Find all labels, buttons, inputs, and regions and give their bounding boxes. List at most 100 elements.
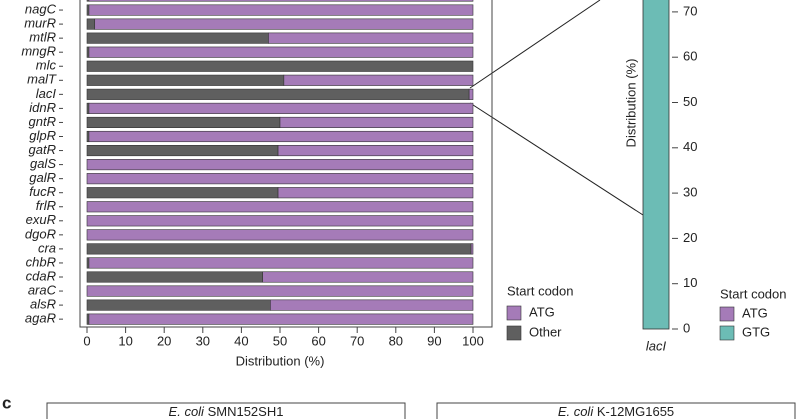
y-tick-label: mngR [21, 44, 56, 59]
bar-segment [86, 285, 474, 297]
y-tick-label: idnR [29, 100, 56, 115]
bar-segment [94, 18, 474, 30]
x-tick-label: 40 [234, 333, 248, 348]
bar-segment [86, 201, 474, 213]
bar-segment [86, 88, 470, 100]
legend-swatch [506, 305, 522, 321]
bar-segment [86, 187, 279, 199]
y-tick-label: 40 [683, 139, 697, 154]
x-tick-label: 100 [462, 333, 484, 348]
x-tick-label: lacI [646, 338, 667, 353]
legend-swatch [719, 306, 735, 322]
y-tick-label: mlc [36, 58, 57, 73]
bar-segment [86, 271, 263, 283]
bar-segment [277, 187, 474, 199]
y-tick-label: gatR [29, 142, 56, 157]
y-tick-label: alsR [30, 297, 56, 312]
bar-segment [88, 130, 474, 143]
bar-segment [86, 229, 474, 241]
bar-segment [283, 74, 474, 86]
bar-segment [86, 18, 96, 30]
legend-label: GTG [742, 324, 770, 339]
y-tick-label: mtlR [29, 30, 56, 45]
panel-box [436, 402, 796, 419]
legend-label: Other [529, 324, 562, 339]
bar-segment [642, 0, 670, 330]
y-tick-label: chbR [26, 254, 56, 269]
x-tick-label: 10 [118, 333, 132, 348]
bar-segment [88, 102, 474, 114]
x-axis-label: Distribution (%) [236, 353, 325, 368]
strain: K-12MG1655 [597, 404, 674, 419]
x-tick-label: 50 [273, 333, 287, 348]
bar-segment [270, 299, 474, 311]
bar-segment [262, 271, 474, 283]
y-tick-label: agaR [25, 311, 56, 326]
zoom-line [469, 102, 644, 216]
species: E. coli [169, 404, 206, 419]
y-tick-label: gntR [29, 114, 56, 129]
y-tick-label: exuR [26, 212, 56, 227]
y-tick-label: 70 [683, 3, 697, 18]
bar-segment [86, 145, 279, 157]
bar-segment [468, 88, 474, 100]
bar-segment [86, 116, 281, 128]
y-tick-label: 60 [683, 49, 697, 64]
y-tick-label: glpR [29, 128, 56, 143]
zoom-line [469, 0, 601, 89]
x-tick-label: 30 [196, 333, 210, 348]
y-tick-label: 10 [683, 275, 697, 290]
panel-box [46, 402, 406, 419]
x-tick-label: 20 [157, 333, 171, 348]
y-tick-label: araC [28, 282, 57, 297]
bar-segment [86, 173, 474, 185]
y-tick-label: 0 [683, 320, 690, 335]
bar-segment [277, 145, 474, 157]
y-tick-label: nagC [25, 1, 57, 16]
bar-segment [86, 60, 474, 72]
x-tick-label: 0 [83, 333, 90, 348]
y-tick-label: 30 [683, 185, 697, 200]
panel-label: c [2, 393, 11, 412]
bar-segment [88, 313, 474, 325]
bar-segment [88, 4, 474, 16]
bar-segment [86, 243, 472, 255]
species: E. coli [558, 404, 595, 419]
x-tick-label: 90 [427, 333, 441, 348]
bar-segment [86, 74, 285, 86]
legend-label: ATG [529, 304, 555, 319]
strain: SMN152SH1 [208, 404, 284, 419]
legend-label: ATG [742, 305, 768, 320]
y-tick-label: 20 [683, 230, 697, 245]
bar-segment [86, 32, 269, 44]
y-tick-label: murR [24, 16, 56, 31]
y-tick-label: lacI [36, 86, 57, 101]
x-tick-label: 70 [350, 333, 364, 348]
bar-segment [268, 32, 474, 44]
box-title: E. coli K-12MG1655 [558, 404, 674, 419]
plot-frame [79, 0, 493, 328]
legend-title: Start codon [720, 286, 787, 301]
bar-segment [86, 159, 474, 171]
y-tick-label: 50 [683, 94, 697, 109]
y-tick-label: galS [30, 156, 56, 171]
bar-segment [86, 0, 90, 2]
legend-title: Start codon [507, 283, 574, 298]
bar-segment [88, 257, 474, 269]
bar-segment [86, 215, 474, 227]
y-tick-label: dgoR [25, 226, 56, 241]
y-tick-label: galR [29, 170, 56, 185]
x-tick-label: 60 [311, 333, 325, 348]
y-tick-label: cra [38, 240, 56, 255]
bar-segment [470, 243, 474, 255]
legend-swatch [506, 325, 522, 341]
box-title: E. coli SMN152SH1 [169, 404, 284, 419]
y-tick-label: frlR [36, 198, 56, 213]
bar-segment [88, 0, 474, 2]
y-tick-label: malT [27, 72, 57, 87]
y-tick-label: cdaR [26, 268, 56, 283]
y-axis-label: Distribution (%) [623, 59, 638, 148]
bar-segment [88, 46, 474, 58]
x-tick-label: 80 [389, 333, 403, 348]
